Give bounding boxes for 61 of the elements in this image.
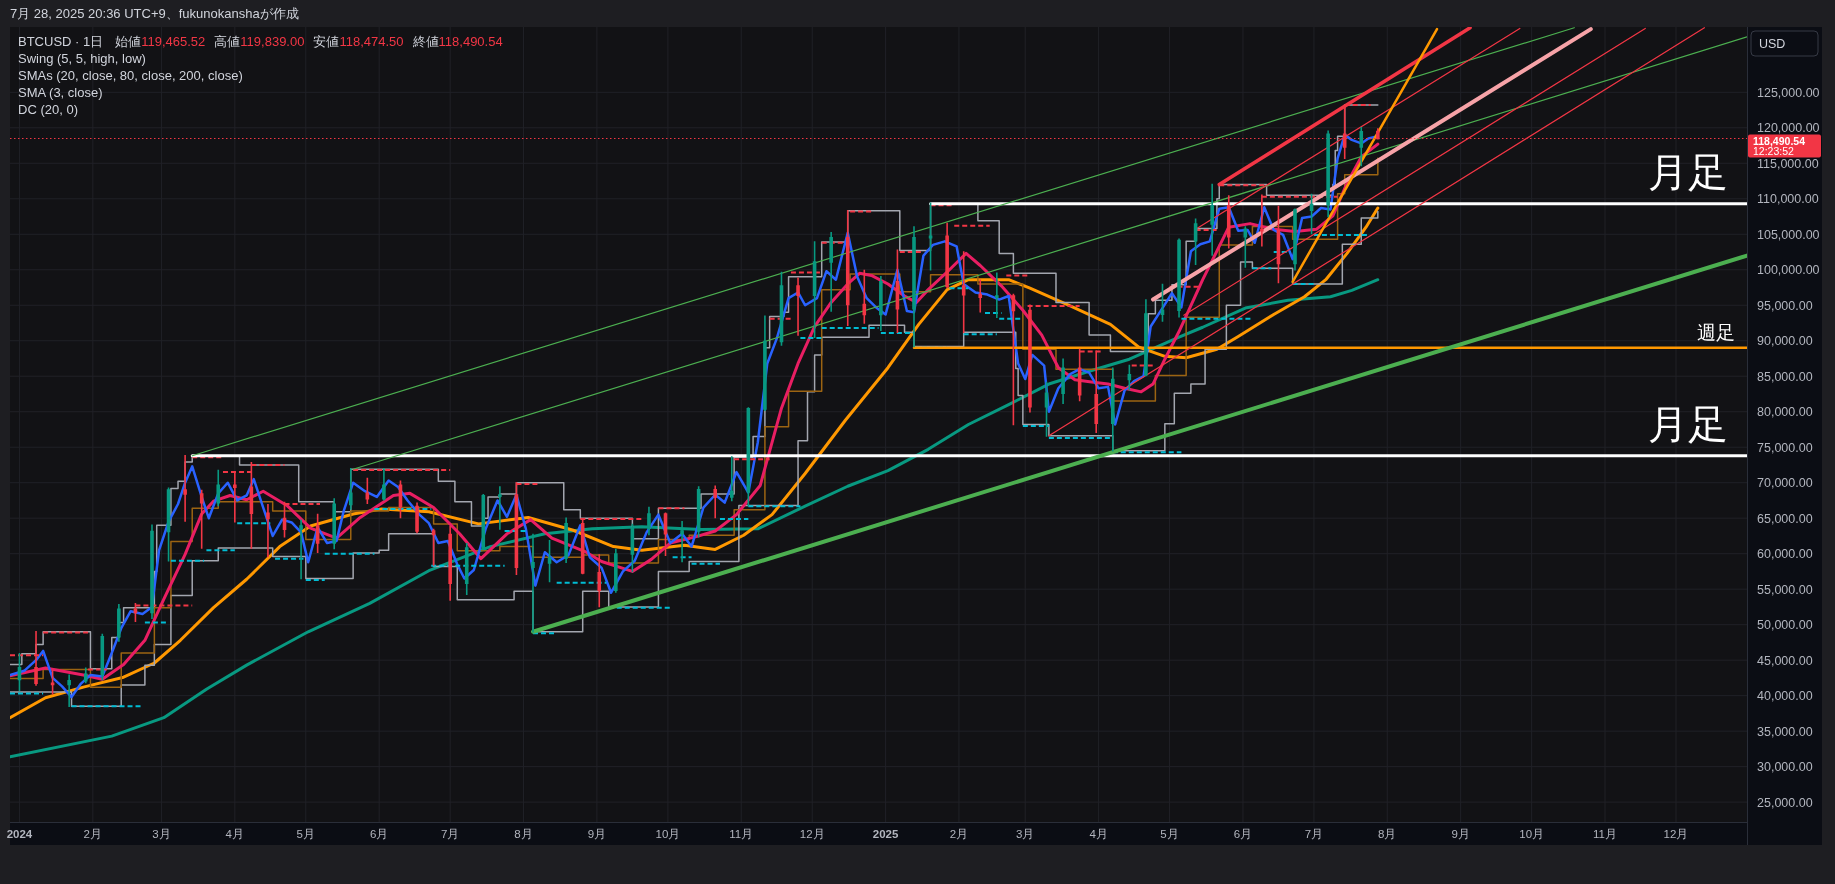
annotation: 始値119,465.52 <box>115 34 206 49</box>
x-tick-label: 10月 <box>655 828 681 840</box>
y-tick-label: 30,000.00 <box>1757 760 1813 775</box>
y-tick-label: 105,000.00 <box>1757 227 1820 242</box>
x-tick-label: 6月 <box>1233 828 1253 840</box>
text: BTCUSD · 1日 <box>18 34 104 49</box>
x-tick-label: 12月 <box>1663 828 1689 840</box>
annotation: 安値118,474.50 <box>313 34 404 49</box>
y-tick-label: 75,000.00 <box>1757 440 1813 455</box>
x-tick-label: 7月 <box>440 828 460 840</box>
y-tick-label: 50,000.00 <box>1757 618 1813 633</box>
y-tick-label: 80,000.00 <box>1757 405 1813 420</box>
x-tick-label: 2月 <box>83 828 103 840</box>
text: 7月 28, 2025 20:36 UTC+9、fukunokanshaが作成 <box>10 6 299 21</box>
text: 12:23:52 <box>1753 145 1795 158</box>
x-tick-label: 8月 <box>1378 828 1397 840</box>
annotation: 月足 <box>1648 401 1729 446</box>
annotation: 終値118,490.54 <box>411 34 503 49</box>
annotation: 月足 <box>1648 149 1729 194</box>
y-tick-label: 110,000.00 <box>1757 192 1819 207</box>
annotation: SMAs (20, close, 80, close, 200, close) <box>18 68 243 83</box>
y-tick-label: 125,000.00 <box>1757 85 1820 100</box>
x-tick-label: 3月 <box>1016 828 1035 840</box>
annotation: DC (20, 0) <box>18 102 78 117</box>
x-tick-label: 6月 <box>369 828 389 840</box>
annotation: SMA (3, close) <box>18 85 103 100</box>
x-tick-label: 10月 <box>1519 828 1545 840</box>
x-tick-label: 5月 <box>1160 828 1179 840</box>
y-tick-label: 40,000.00 <box>1757 689 1813 704</box>
annotation: Swing (5, 5, high, low) <box>18 51 146 66</box>
annotation: 週足 <box>1697 322 1736 344</box>
x-tick-label: 5月 <box>296 828 316 840</box>
x-tick-label: 9月 <box>587 828 607 840</box>
y-tick-label: 65,000.00 <box>1757 511 1813 526</box>
x-tick-label: 4月 <box>1089 828 1108 840</box>
y-tick-label: 100,000.00 <box>1757 263 1820 278</box>
x-tick-label: 4月 <box>225 828 245 840</box>
y-tick-label: 55,000.00 <box>1757 582 1813 597</box>
y-tick-label: 35,000.00 <box>1757 724 1813 739</box>
x-tick-label: 9月 <box>1451 828 1470 840</box>
annotation: 高値119,839.00 <box>214 34 305 49</box>
y-tick-label: 95,000.00 <box>1757 298 1813 313</box>
y-tick-label: 70,000.00 <box>1757 476 1813 491</box>
y-tick-label: 90,000.00 <box>1757 334 1813 349</box>
x-tick-label: 12月 <box>799 828 825 840</box>
x-tick-label: 7月 <box>1304 828 1324 840</box>
x-tick-label: 2025 <box>872 828 899 840</box>
ref-line-label: 118,490.54 <box>1753 134 1806 147</box>
y-tick-label: 25,000.00 <box>1757 795 1813 810</box>
x-tick-label: 2024 <box>6 828 33 840</box>
y-tick-label: 120,000.00 <box>1757 121 1820 136</box>
x-tick-label: 2月 <box>949 828 969 840</box>
y-axis-title: USD <box>1759 37 1786 51</box>
x-tick-label: 8月 <box>514 828 533 840</box>
y-tick-label: 115,000.00 <box>1757 156 1819 171</box>
x-tick-label: 11月 <box>729 828 754 840</box>
y-tick-label: 45,000.00 <box>1757 653 1813 668</box>
x-tick-label: 11月 <box>1593 828 1617 840</box>
y-tick-label: 85,000.00 <box>1757 369 1813 384</box>
x-tick-label: 3月 <box>152 828 171 840</box>
y-tick-label: 60,000.00 <box>1757 547 1813 562</box>
